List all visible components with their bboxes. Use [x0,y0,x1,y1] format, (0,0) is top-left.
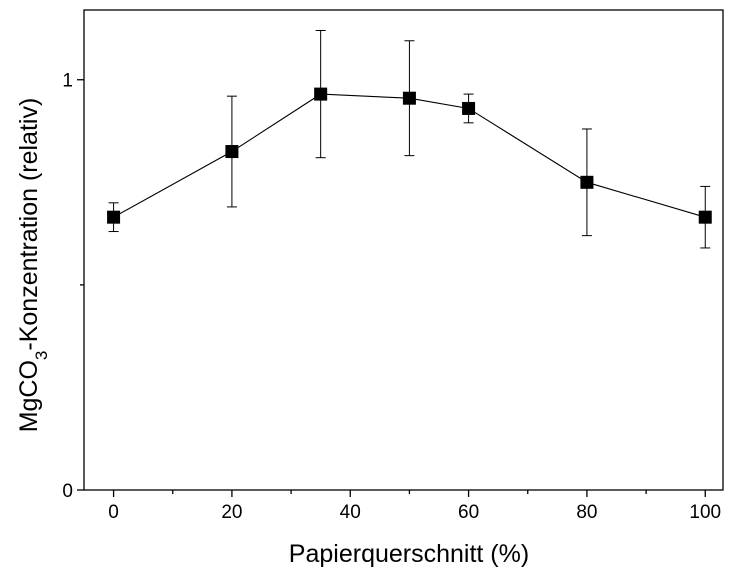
data-point [698,210,712,224]
x-axis-title: Papierquerschnitt (%) [289,540,529,568]
x-tick-label: 40 [340,502,361,523]
y-axis-title-suffix: -Konzentration (relativ) [15,98,43,351]
x-tick-label: 0 [108,502,119,523]
y-tick-label: 0 [62,481,73,502]
data-layer [107,30,712,249]
plot-frame [83,9,724,491]
y-axis-title-prefix: MgCO [15,360,43,432]
axes-layer: 0 20 40 60 80 100 0 1 [62,9,724,523]
data-point [462,101,476,115]
data-point [580,175,594,189]
data-point [107,210,121,224]
y-axis-title: MgCO3-Konzentration (relativ) [15,98,51,433]
data-point [314,87,328,101]
y-axis-title-subscript: 3 [32,351,51,360]
data-point [225,145,239,159]
x-tick-label: 20 [221,502,242,523]
x-tick-label: 80 [576,502,597,523]
x-tick-label: 60 [458,502,479,523]
data-point [402,91,416,105]
y-tick-label: 1 [62,71,73,92]
x-tick-label: 100 [689,502,721,523]
